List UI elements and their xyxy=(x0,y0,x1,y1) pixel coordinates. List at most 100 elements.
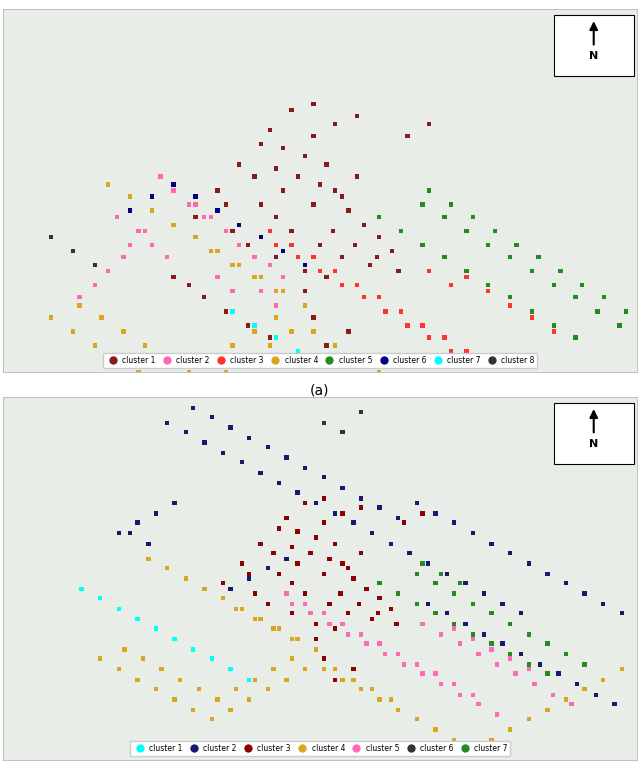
Point xyxy=(337,674,348,686)
Point xyxy=(244,674,254,686)
Point xyxy=(271,331,282,344)
Point xyxy=(468,527,478,539)
Point xyxy=(225,421,236,434)
Point xyxy=(244,693,254,705)
Point xyxy=(374,291,384,304)
Point xyxy=(483,285,493,298)
Point xyxy=(356,628,366,641)
Point xyxy=(461,265,472,278)
Point xyxy=(170,497,180,509)
Point xyxy=(319,517,329,529)
Point xyxy=(262,441,273,453)
Point xyxy=(330,339,340,351)
Point xyxy=(315,238,325,251)
Point xyxy=(412,568,422,580)
Point xyxy=(293,345,303,358)
Point xyxy=(188,644,198,656)
Point xyxy=(271,211,282,223)
Point xyxy=(199,583,209,595)
Point xyxy=(114,527,124,539)
Point xyxy=(424,185,435,197)
Point xyxy=(486,638,497,650)
Point xyxy=(356,406,366,418)
Point xyxy=(95,652,105,664)
Point xyxy=(399,517,409,529)
Point xyxy=(356,492,366,504)
Point xyxy=(393,588,403,600)
Point xyxy=(282,674,292,686)
Point xyxy=(572,678,582,691)
Point xyxy=(490,371,500,384)
Point xyxy=(449,618,460,630)
Point xyxy=(255,467,266,479)
Point xyxy=(199,380,209,392)
Point xyxy=(330,265,340,278)
Point xyxy=(548,319,559,331)
Point xyxy=(162,251,172,263)
Point xyxy=(454,638,465,650)
Point xyxy=(399,658,409,671)
Point xyxy=(614,319,625,331)
Point xyxy=(505,547,515,559)
Point xyxy=(119,644,129,656)
Point xyxy=(417,319,428,331)
Point xyxy=(348,517,358,529)
Point xyxy=(367,527,378,539)
Point xyxy=(180,572,191,584)
Text: N: N xyxy=(589,439,598,449)
Point xyxy=(505,251,515,263)
Point xyxy=(274,477,284,489)
Point xyxy=(417,667,428,680)
Point xyxy=(362,638,372,650)
Point xyxy=(234,158,244,171)
Point xyxy=(250,613,260,625)
Point xyxy=(311,531,321,544)
Point xyxy=(524,628,534,641)
Point xyxy=(412,713,422,725)
Point xyxy=(143,538,154,550)
Point xyxy=(386,693,396,705)
Point xyxy=(256,231,266,243)
Point xyxy=(212,185,223,197)
Point xyxy=(138,652,148,664)
Point xyxy=(505,299,515,311)
Point xyxy=(417,238,428,251)
Point xyxy=(337,279,347,291)
Point xyxy=(143,553,154,565)
Point xyxy=(474,647,484,660)
Point xyxy=(372,607,383,619)
Point xyxy=(188,401,198,414)
Point xyxy=(442,568,452,580)
Point xyxy=(311,644,321,656)
Point xyxy=(516,647,526,660)
Point xyxy=(548,325,559,338)
Point xyxy=(151,622,161,634)
Point xyxy=(386,538,396,550)
Text: N: N xyxy=(589,51,598,61)
Point xyxy=(256,285,266,298)
Point xyxy=(483,360,493,372)
Point xyxy=(112,211,122,223)
Point xyxy=(431,508,441,520)
Point xyxy=(125,238,135,251)
Point xyxy=(300,462,310,474)
Point xyxy=(188,704,198,716)
Point xyxy=(244,572,254,584)
Point xyxy=(579,683,589,695)
Point xyxy=(374,577,385,589)
Point xyxy=(46,311,56,324)
Point xyxy=(250,170,260,182)
Point xyxy=(343,205,353,217)
Point xyxy=(468,743,478,755)
Point xyxy=(505,647,515,660)
FancyBboxPatch shape xyxy=(554,15,634,76)
Point xyxy=(330,185,340,197)
Point xyxy=(468,211,478,223)
Point xyxy=(278,142,288,155)
Point xyxy=(337,426,348,438)
Point xyxy=(431,577,441,589)
Point xyxy=(505,724,515,736)
Point xyxy=(264,339,275,351)
Point xyxy=(348,663,358,675)
Point xyxy=(424,118,435,130)
